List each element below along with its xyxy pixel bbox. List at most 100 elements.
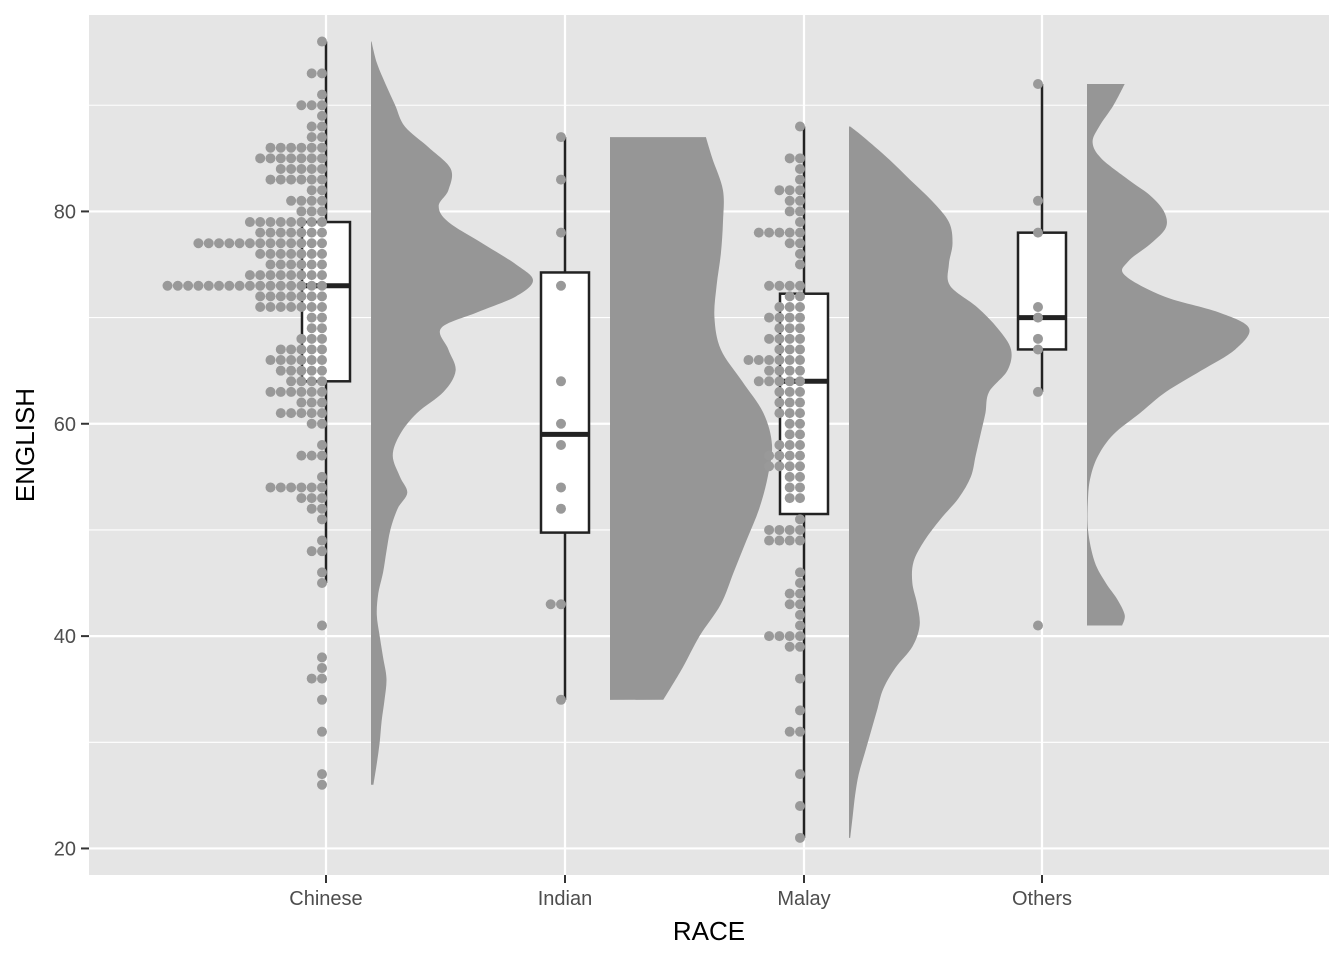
data-point <box>784 471 795 482</box>
data-point <box>286 408 297 419</box>
data-point <box>306 301 317 312</box>
data-point <box>317 482 327 493</box>
data-point <box>784 631 795 642</box>
data-point <box>784 440 795 450</box>
data-point <box>753 227 764 238</box>
data-point <box>764 450 775 461</box>
data-point <box>317 217 327 228</box>
data-point <box>306 132 317 143</box>
data-point <box>317 195 327 206</box>
data-point <box>275 291 286 302</box>
data-point <box>795 376 805 387</box>
data-point <box>296 450 307 461</box>
data-point <box>774 227 785 238</box>
boxplot-indian <box>539 137 591 700</box>
data-point <box>286 386 297 397</box>
data-point <box>275 238 286 249</box>
data-point <box>162 280 173 291</box>
data-point <box>244 238 255 249</box>
dot-layer <box>162 36 1043 843</box>
data-point <box>764 535 775 546</box>
data-point <box>795 524 805 535</box>
dots-malay <box>743 121 805 843</box>
data-point <box>306 68 317 79</box>
data-point <box>275 217 286 228</box>
data-point <box>317 142 327 153</box>
data-point <box>183 280 194 291</box>
data-point <box>1033 301 1043 312</box>
data-point <box>296 355 307 366</box>
data-point <box>306 174 317 185</box>
data-point <box>286 482 297 493</box>
data-point <box>172 280 183 291</box>
data-point <box>317 779 327 790</box>
data-point <box>795 163 805 174</box>
data-point <box>1033 227 1043 238</box>
x-tick-label-chinese: Chinese <box>289 888 362 910</box>
x-tick-label-indian: Indian <box>538 888 593 910</box>
density-chinese <box>371 41 533 785</box>
data-point <box>784 291 795 302</box>
data-point <box>795 185 805 196</box>
data-point <box>306 195 317 206</box>
data-point <box>774 333 785 344</box>
data-point <box>306 142 317 153</box>
data-point <box>795 206 805 217</box>
data-point <box>784 482 795 493</box>
data-point <box>306 365 317 376</box>
data-point <box>317 418 327 429</box>
data-point <box>774 524 785 535</box>
data-point <box>317 185 327 196</box>
data-point <box>224 238 235 249</box>
data-point <box>556 440 566 450</box>
data-point <box>743 355 754 366</box>
data-point <box>774 440 785 450</box>
data-point <box>255 270 266 281</box>
data-point <box>317 652 327 663</box>
data-point <box>317 662 327 673</box>
data-point <box>296 365 307 376</box>
data-point <box>296 482 307 493</box>
data-point <box>317 386 327 397</box>
data-point <box>556 174 566 185</box>
data-point <box>255 291 266 302</box>
data-point <box>1033 195 1043 206</box>
density-layer <box>371 41 1250 838</box>
data-point <box>275 365 286 376</box>
data-point <box>317 280 327 291</box>
data-point <box>753 355 764 366</box>
data-point <box>255 248 266 259</box>
data-point <box>275 355 286 366</box>
data-point <box>764 312 775 323</box>
data-point <box>275 386 286 397</box>
density-others <box>1087 84 1250 626</box>
data-point <box>795 726 805 737</box>
data-point <box>317 397 327 408</box>
data-point <box>317 578 327 589</box>
data-point <box>784 493 795 504</box>
data-point <box>764 333 775 344</box>
data-point <box>784 726 795 737</box>
data-point <box>784 355 795 366</box>
data-point <box>795 800 805 811</box>
data-point <box>317 769 327 780</box>
data-point <box>317 153 327 164</box>
data-point <box>774 301 785 312</box>
data-point <box>774 280 785 291</box>
data-point <box>795 174 805 185</box>
data-point <box>224 280 235 291</box>
data-point <box>774 355 785 366</box>
data-point <box>795 832 805 843</box>
data-point <box>306 227 317 238</box>
data-point <box>286 248 297 259</box>
dots-indian <box>545 132 566 705</box>
data-point <box>317 376 327 387</box>
data-point <box>317 238 327 249</box>
data-point <box>317 301 327 312</box>
data-point <box>795 386 805 397</box>
data-point <box>286 376 297 387</box>
data-point <box>795 280 805 291</box>
data-point <box>306 408 317 419</box>
data-point <box>306 270 317 281</box>
